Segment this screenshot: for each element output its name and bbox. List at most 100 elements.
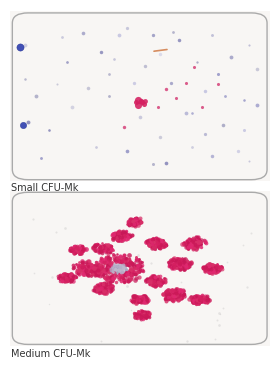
Point xyxy=(112,263,116,269)
Point xyxy=(104,245,108,251)
Point xyxy=(132,219,137,225)
Point xyxy=(93,287,97,293)
Point xyxy=(208,262,212,268)
Point xyxy=(147,242,152,248)
Point xyxy=(127,278,131,283)
Point xyxy=(112,256,116,262)
Point xyxy=(110,275,115,281)
Point xyxy=(58,273,62,279)
Point xyxy=(175,294,180,300)
Point xyxy=(215,266,219,272)
Point xyxy=(95,265,100,271)
Point xyxy=(164,291,168,297)
Point xyxy=(79,246,83,252)
Point xyxy=(172,292,176,298)
Point xyxy=(141,311,146,317)
Point xyxy=(80,259,85,265)
Point xyxy=(73,246,77,252)
Point xyxy=(67,272,71,278)
Point xyxy=(171,298,176,304)
Point xyxy=(144,239,148,245)
Point xyxy=(132,218,136,224)
Point xyxy=(167,263,172,269)
Point xyxy=(159,278,164,284)
Point xyxy=(213,264,218,270)
Point xyxy=(103,275,107,281)
Point xyxy=(100,265,104,271)
Point xyxy=(223,94,228,99)
Point xyxy=(152,239,156,245)
Point xyxy=(152,276,157,282)
Point xyxy=(133,220,138,226)
Point xyxy=(105,265,110,271)
Point xyxy=(170,292,174,298)
Point xyxy=(170,257,175,263)
Point xyxy=(109,260,114,266)
Point xyxy=(102,283,106,289)
Point xyxy=(70,276,74,282)
Point xyxy=(117,267,121,273)
Point xyxy=(100,280,104,286)
Point xyxy=(115,263,120,269)
Point xyxy=(71,273,76,279)
Point xyxy=(33,94,38,99)
Point xyxy=(209,267,213,273)
Point xyxy=(208,263,213,269)
Point xyxy=(153,275,157,281)
Point xyxy=(137,295,141,301)
Point xyxy=(131,294,135,300)
Point xyxy=(84,268,88,274)
Point xyxy=(184,110,189,116)
Point xyxy=(187,241,191,247)
Point xyxy=(160,243,164,249)
Point xyxy=(131,222,135,228)
Point xyxy=(109,260,114,266)
Point xyxy=(69,275,73,281)
Point xyxy=(126,269,130,275)
Point xyxy=(73,245,78,251)
Point xyxy=(125,234,130,240)
Point xyxy=(65,274,69,280)
Point xyxy=(116,236,120,242)
Point xyxy=(152,276,156,282)
Point xyxy=(66,275,70,281)
Point xyxy=(101,282,105,288)
Point xyxy=(123,233,128,239)
Point xyxy=(126,219,131,225)
Point xyxy=(86,258,90,264)
Point xyxy=(138,312,142,318)
Point xyxy=(108,263,113,269)
Point xyxy=(176,261,180,267)
Point xyxy=(152,278,157,284)
Point xyxy=(178,260,183,266)
Point xyxy=(145,278,149,284)
Point xyxy=(100,245,105,251)
Point xyxy=(120,271,124,277)
Point xyxy=(214,267,219,273)
Point xyxy=(191,298,195,304)
Point xyxy=(110,273,115,279)
Point xyxy=(214,263,219,269)
Point xyxy=(166,291,170,297)
Point xyxy=(165,259,170,265)
Point xyxy=(188,259,193,265)
Point xyxy=(151,240,155,246)
Point xyxy=(173,294,178,300)
Point xyxy=(63,274,67,280)
Point xyxy=(86,266,91,272)
Point xyxy=(217,265,221,271)
Point xyxy=(175,256,180,262)
Point xyxy=(176,260,181,266)
Point xyxy=(100,246,104,252)
Point xyxy=(135,221,139,227)
Point xyxy=(173,292,178,298)
Point xyxy=(215,269,220,275)
Point xyxy=(64,272,68,278)
Point xyxy=(214,264,218,270)
Point xyxy=(103,246,108,252)
Point xyxy=(203,296,207,302)
Point xyxy=(125,272,130,278)
Point xyxy=(141,298,145,304)
Point xyxy=(179,279,183,285)
Point xyxy=(144,297,148,303)
